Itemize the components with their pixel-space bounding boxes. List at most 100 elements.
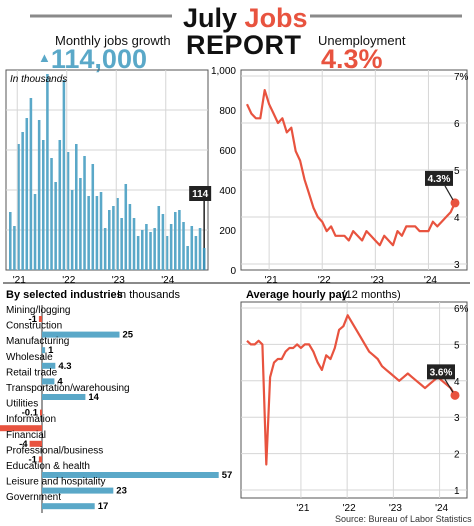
industries-bar: [38, 316, 42, 322]
industries-title: By selected industries: [6, 289, 123, 301]
unemployment-xtick-label: '21: [265, 275, 278, 286]
payrolls-unit-note: In thousands: [10, 74, 67, 85]
industries-value-label: 4.3: [58, 361, 71, 372]
industries-category-label: Transportation/warehousing: [6, 383, 130, 394]
unemployment-ytick-label: 3: [454, 260, 460, 271]
payrolls-bar: [9, 212, 12, 270]
payrolls-ytick-label: 400: [219, 186, 236, 197]
industries-bar: [42, 378, 55, 385]
payrolls-bar: [194, 236, 198, 270]
wages-xtick-label: '22: [343, 503, 356, 514]
wages-title: Average hourly pay: [246, 289, 349, 301]
payrolls-bar: [46, 74, 49, 270]
payrolls-bar: [108, 210, 111, 270]
payrolls-bar: [182, 222, 185, 270]
industries-category-label: Manufacturing: [6, 336, 69, 347]
payrolls-bar: [202, 248, 206, 270]
payrolls-bar: [178, 210, 181, 270]
wages-xtick-label: '23: [389, 503, 402, 514]
industries-value-label: -0.1: [22, 408, 39, 419]
industries-value-label: 17: [98, 501, 109, 512]
wages-callout-box: [427, 364, 455, 380]
unemployment-ytick-label: 5: [454, 166, 460, 177]
industries-category-label: Mining/logging: [6, 305, 71, 316]
source-note: Source: Bureau of Labor Statistics: [335, 514, 472, 524]
wages-series-line: [246, 314, 456, 466]
payrolls-callout-box: [189, 186, 212, 201]
payrolls-callout-label: 114: [192, 189, 209, 200]
payrolls-bar: [136, 236, 140, 270]
payrolls-bar: [120, 218, 123, 270]
payrolls-ytick-label: 1,000: [211, 66, 236, 77]
up-arrow-icon: ▲: [38, 50, 51, 65]
wages-ytick-label: 6%: [454, 304, 469, 315]
payrolls-xtick-label: '24: [161, 275, 174, 286]
payrolls-bar: [54, 182, 57, 270]
unemployment-ytick-label: 6: [454, 119, 460, 130]
payrolls-bar: [83, 156, 86, 270]
unemployment-last-point: [450, 198, 460, 208]
payrolls-bar: [75, 144, 78, 270]
payrolls-bar: [124, 184, 128, 270]
payrolls-bar: [33, 194, 37, 270]
industries-unit: In thousands: [117, 289, 180, 301]
industries-category-label: Education & health: [6, 461, 90, 472]
jobs-growth-label: Monthly jobs growth: [55, 33, 171, 48]
industries-bar: [29, 440, 42, 447]
payrolls-bar: [70, 190, 74, 270]
industries-category-label: Professional/business: [6, 445, 103, 456]
payrolls-bar: [17, 144, 20, 270]
wages-ytick-label: 2: [454, 450, 460, 461]
industries-category-label: Retail trade: [6, 367, 58, 378]
industries-category-label: Wholesale: [6, 352, 53, 363]
industries-value-label: -1: [28, 454, 37, 465]
jobs-growth-number: 114,000: [50, 44, 147, 74]
industries-value-label: 57: [222, 470, 233, 481]
wages-ytick-label: 1: [454, 486, 460, 497]
unemployment-series-line: [246, 88, 456, 247]
payrolls-frame: [5, 69, 209, 271]
wages-ytick-label: 4: [454, 377, 460, 388]
payrolls-bar: [50, 158, 53, 270]
headline-line1: July Jobs: [183, 3, 308, 34]
unemployment-label: Unemployment: [318, 33, 406, 48]
industries-value-label: 4: [57, 376, 63, 387]
wages-xtick-label: '24: [435, 503, 448, 514]
payrolls-bar: [190, 226, 194, 270]
payrolls-bar: [103, 228, 107, 270]
jobs-growth-value: ▲114,000: [38, 44, 147, 75]
payrolls-bar: [29, 98, 33, 270]
industries-value-label: 25: [123, 330, 134, 341]
wages-callout-pointer: [444, 379, 454, 393]
payrolls-bar: [174, 212, 177, 270]
industries-bar: [42, 347, 46, 354]
wages-callout-label: 3.6%: [430, 367, 453, 378]
unemployment-xtick-label: '22: [318, 275, 331, 286]
payrolls-bar: [66, 152, 70, 270]
payrolls-bar: [21, 132, 24, 270]
payrolls-bar: [157, 206, 161, 270]
payrolls-bar: [13, 226, 16, 270]
payrolls-bar: [169, 224, 173, 270]
payrolls-ytick-label: 0: [230, 266, 236, 277]
wages-xtick-label: '21: [296, 503, 309, 514]
payrolls-bar: [25, 118, 29, 270]
industries-category-label: Utilities: [6, 399, 38, 410]
industries-bar: [42, 472, 219, 478]
wages-ytick-label: 3: [454, 413, 460, 424]
industries-value-label: -4: [19, 439, 28, 450]
payrolls-bar: [95, 196, 99, 270]
industries-category-label: Government: [6, 492, 61, 503]
industries-bar: [38, 456, 42, 463]
industries-category-label: Financial: [6, 430, 46, 441]
payrolls-bar: [37, 120, 41, 270]
payrolls-bar: [145, 224, 148, 270]
headline-jobs: Jobs: [244, 3, 308, 33]
payrolls-bar: [58, 140, 62, 270]
unemployment-xtick-label: '23: [371, 275, 384, 286]
industries-bar: [42, 503, 95, 510]
payrolls-bar: [149, 232, 152, 270]
payrolls-bar: [87, 196, 90, 270]
